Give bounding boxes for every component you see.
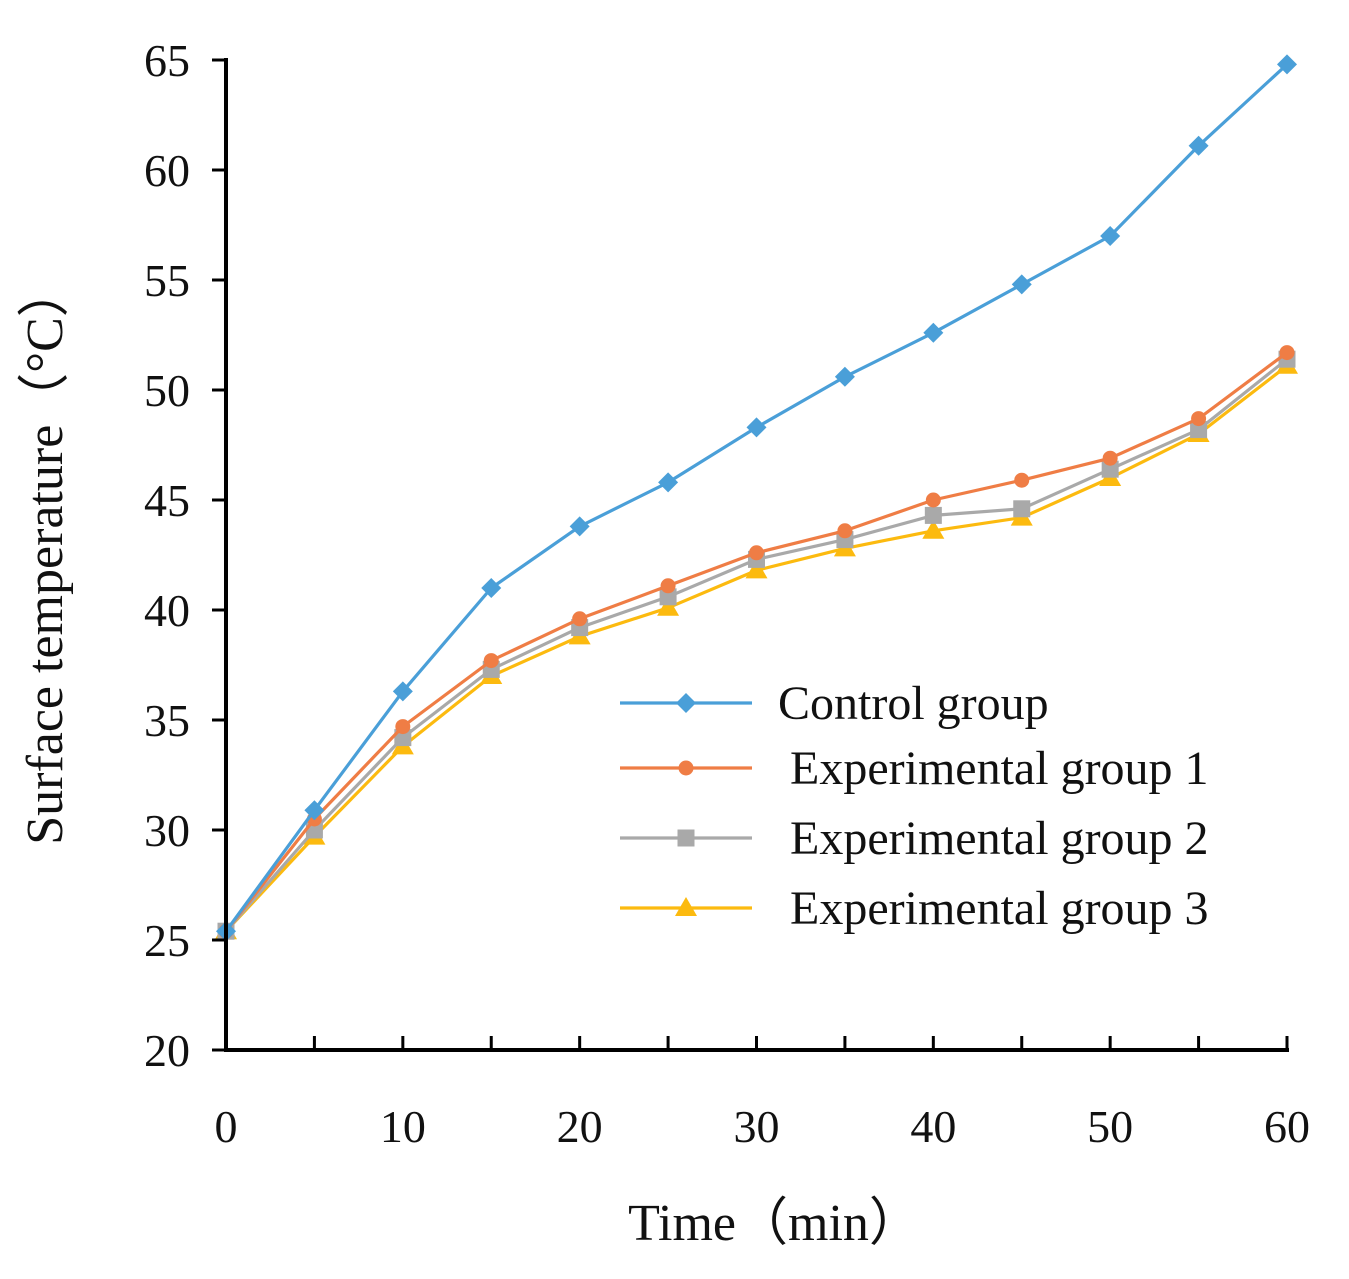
data-point [392, 681, 413, 702]
y-tick-label: 40 [144, 585, 190, 636]
data-point [746, 417, 767, 438]
y-axis-title: Surface temperature（°C） [17, 265, 74, 845]
y-tick-label: 55 [144, 255, 190, 306]
x-tick-label: 60 [1264, 1101, 1310, 1152]
data-point [481, 578, 502, 598]
legend-item: Control group [620, 677, 1049, 730]
data-point [837, 523, 853, 539]
data-point [834, 366, 855, 387]
data-point [572, 611, 588, 627]
y-tick-label: 60 [144, 145, 190, 196]
y-tick-label: 35 [144, 695, 190, 746]
y-tick-label: 30 [144, 805, 190, 856]
data-point [1279, 345, 1295, 361]
data-point [660, 578, 676, 594]
x-tick-label: 30 [734, 1101, 780, 1152]
ticks-layer: 20 25 30 35 40 45 50 55 60 65 0 10 20 30 40 50 60 [144, 35, 1310, 1152]
data-point [925, 492, 941, 508]
x-axis-title: Time（min） [628, 1195, 921, 1252]
data-point [922, 519, 945, 539]
legend: Control group Experimental group 1 Experim… [620, 677, 1209, 935]
data-point [569, 516, 590, 537]
data-point [923, 322, 944, 343]
data-point [924, 506, 942, 524]
legend-label: Control group [778, 677, 1049, 730]
data-point [304, 800, 325, 821]
series-layer [215, 54, 1298, 942]
data-point [395, 719, 411, 735]
y-tick-label: 65 [144, 35, 190, 86]
data-point [749, 545, 764, 561]
y-tick-label: 50 [144, 365, 190, 416]
x-tick-label: 50 [1087, 1101, 1133, 1152]
x-tick-label: 20 [557, 1101, 603, 1152]
data-point [1011, 274, 1032, 295]
data-point [1191, 411, 1207, 427]
data-point [1013, 500, 1031, 518]
data-point [1014, 472, 1030, 488]
y-tick-label: 20 [144, 1025, 190, 1076]
series-1 [216, 54, 1297, 942]
x-tick-label: 0 [215, 1101, 238, 1152]
legend-item: Experimental group 2 [620, 812, 1209, 865]
data-point [1277, 54, 1297, 75]
data-point [483, 653, 499, 669]
data-point [1190, 421, 1208, 439]
legend-marker [678, 760, 694, 776]
legend-marker [677, 829, 695, 847]
data-point [745, 559, 768, 579]
legend-item: Experimental group 1 [620, 742, 1209, 795]
y-tick-label: 25 [144, 915, 190, 966]
x-tick-label: 40 [910, 1101, 956, 1152]
legend-marker [675, 897, 697, 916]
data-point [659, 588, 677, 606]
legend-marker [676, 693, 696, 713]
x-tick-label: 10 [380, 1101, 426, 1152]
data-point [657, 596, 680, 616]
data-point [394, 729, 412, 747]
data-point [1188, 135, 1209, 156]
legend-label: Experimental group 1 [790, 742, 1209, 795]
data-point [1100, 226, 1121, 246]
series-line [224, 63, 1289, 933]
legend-label: Experimental group 2 [790, 812, 1209, 865]
legend-item: Experimental group 3 [620, 882, 1209, 935]
legend-label: Experimental group 3 [790, 882, 1209, 935]
data-point [1101, 460, 1119, 478]
data-point [658, 472, 679, 493]
data-point [1102, 450, 1118, 466]
y-tick-label: 45 [144, 475, 190, 526]
